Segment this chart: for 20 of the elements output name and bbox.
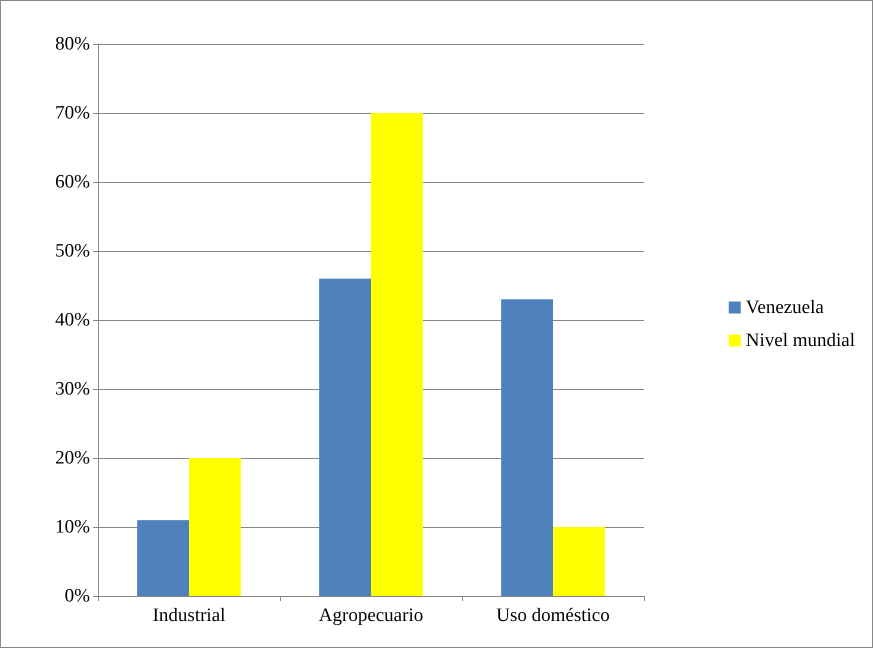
x-tick-label: Agropecuario <box>318 605 424 626</box>
y-tick-label: 20% <box>55 448 90 468</box>
y-tick-label: 40% <box>55 310 90 330</box>
bar <box>189 458 241 596</box>
x-tick-label: Uso doméstico <box>496 605 610 626</box>
legend-label: Nivel mundial <box>746 330 856 351</box>
y-tick-label: 80% <box>55 34 90 54</box>
x-tick-label: Industrial <box>152 605 226 626</box>
bar <box>319 278 371 596</box>
bar <box>137 520 189 596</box>
bar <box>501 299 553 596</box>
y-tick-label: 0% <box>64 586 90 606</box>
legend-label: Venezuela <box>746 297 824 318</box>
y-tick-label: 10% <box>55 516 90 538</box>
y-tick-label: 50% <box>55 240 90 262</box>
y-tick-label: 30% <box>55 378 90 400</box>
bar <box>371 113 423 596</box>
bar <box>553 527 605 596</box>
y-tick-label: 70% <box>55 102 90 124</box>
y-tick-label: 60% <box>55 172 90 192</box>
